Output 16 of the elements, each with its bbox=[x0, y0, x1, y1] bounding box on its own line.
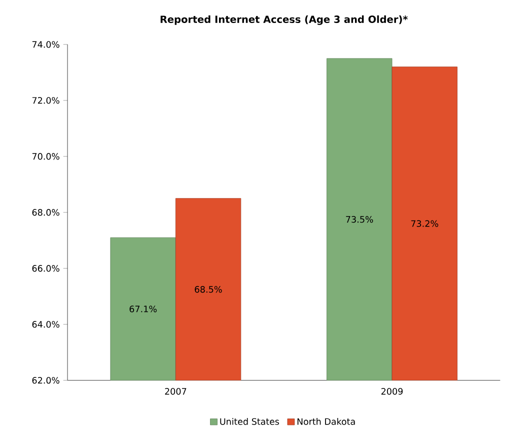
legend-label: North Dakota bbox=[298, 418, 355, 426]
y-tick-label: 64.0% bbox=[32, 321, 60, 328]
x-tick-label: 2007 bbox=[165, 388, 186, 395]
y-tick-label: 66.0% bbox=[32, 265, 60, 272]
y-tick-label: 72.0% bbox=[32, 97, 60, 104]
data-label: 73.5% bbox=[346, 216, 373, 223]
data-label: 68.5% bbox=[194, 286, 222, 293]
data-label: 67.1% bbox=[130, 306, 157, 313]
x-tick-label: 2009 bbox=[381, 388, 403, 395]
legend-label: United States bbox=[220, 418, 279, 426]
y-tick-label: 68.0% bbox=[32, 209, 60, 216]
y-tick-label: 74.0% bbox=[32, 41, 60, 48]
chart-title: Reported Internet Access (Age 3 and Older)* bbox=[160, 16, 408, 26]
y-tick-label: 62.0% bbox=[32, 377, 60, 384]
y-tick-label: 70.0% bbox=[32, 153, 60, 160]
data-label: 73.2% bbox=[411, 220, 438, 228]
